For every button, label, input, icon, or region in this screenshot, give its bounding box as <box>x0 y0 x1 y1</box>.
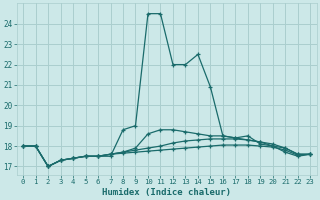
X-axis label: Humidex (Indice chaleur): Humidex (Indice chaleur) <box>102 188 231 197</box>
